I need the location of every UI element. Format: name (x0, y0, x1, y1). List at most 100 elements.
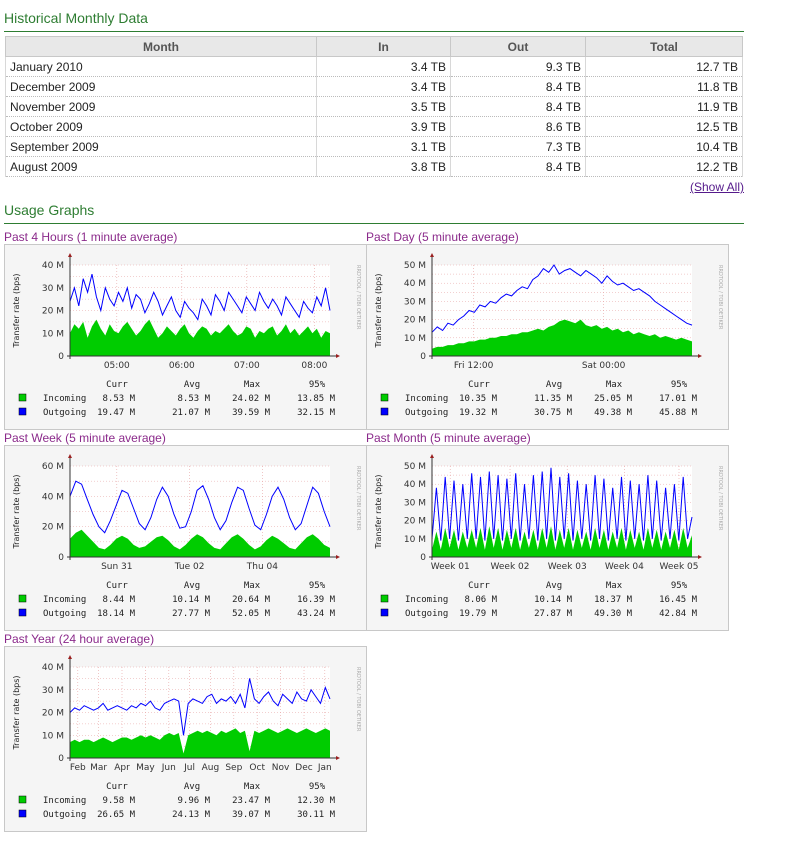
x-tick-label: Dec (295, 763, 312, 773)
y-axis-label: Transfer rate (bps) (374, 273, 383, 348)
x-tick-label: Jul (183, 763, 195, 773)
incoming-area (70, 319, 330, 356)
x-tick-label: 05:00 (104, 361, 130, 371)
x-axis-arrow (336, 354, 340, 358)
incoming-swatch (18, 594, 27, 603)
legend-label: Outgoing (43, 810, 86, 820)
graph-4hours: 0 10 M 20 M 30 M 40 M 05:00 06:00 07:00 08:00 Tra… (4, 244, 367, 430)
month-cell: January 2010 (5, 56, 317, 77)
month-cell: November 2009 (5, 96, 317, 117)
stats-header: Max (244, 380, 261, 390)
table-row: January 2010 3.4 TB 9.3 TB 12.7 TB (5, 56, 743, 77)
y-axis-arrow (68, 454, 72, 458)
y-axis-arrow (68, 655, 72, 659)
stat-value: 27.77 M (172, 609, 211, 619)
column-header-out: Out (450, 36, 586, 57)
y-tick-label: 0 (58, 553, 64, 563)
out-cell: 8.6 TB (450, 116, 586, 137)
x-tick-label: 07:00 (234, 361, 260, 371)
historical-title: Historical Monthly Data (4, 10, 148, 26)
stat-value: 13.85 M (297, 394, 336, 404)
y-axis-label: Transfer rate (bps) (374, 474, 383, 549)
y-tick-label: 0 (420, 352, 426, 362)
graph-title-month: Past Month (5 minute average) (366, 431, 531, 445)
legend-label: Incoming (43, 595, 86, 605)
y-tick-label: 50 M (404, 261, 426, 271)
x-tick-label: Week 04 (605, 562, 644, 572)
stat-value: 20.64 M (232, 595, 271, 605)
table-row: September 2009 3.1 TB 7.3 TB 10.4 TB (5, 136, 743, 157)
stats-header: Curr (106, 581, 128, 591)
y-tick-label: 60 M (42, 462, 64, 472)
y-axis-label: Transfer rate (bps) (12, 675, 21, 750)
stat-value: 21.07 M (172, 408, 211, 418)
stat-value: 24.02 M (232, 394, 271, 404)
x-tick-label: Jan (317, 763, 332, 773)
stat-value: 43.24 M (297, 609, 336, 619)
monthly-data-table: Month In Out Total January 2010 3.4 TB 9.3… (5, 36, 743, 177)
y-axis-arrow (68, 253, 72, 257)
stat-value: 30.75 M (534, 408, 573, 418)
y-tick-label: 40 M (42, 663, 64, 673)
table-row: November 2009 3.5 TB 8.4 TB 11.9 TB (5, 96, 743, 117)
y-tick-label: 10 M (42, 731, 64, 741)
graph-title-4hours: Past 4 Hours (1 minute average) (4, 230, 178, 244)
stat-value: 10.35 M (459, 394, 498, 404)
x-axis-arrow (698, 354, 702, 358)
y-tick-label: 30 M (404, 498, 426, 508)
y-tick-label: 40 M (404, 279, 426, 289)
incoming-area (70, 529, 330, 557)
stats-header: 95% (671, 380, 688, 390)
x-tick-label: Tue 02 (174, 562, 205, 572)
total-cell: 11.9 TB (585, 96, 743, 117)
total-cell: 11.8 TB (585, 76, 743, 97)
stat-value: 11.35 M (534, 394, 573, 404)
x-tick-label: Fri 12:00 (454, 361, 494, 371)
column-header-total: Total (585, 36, 743, 57)
outgoing-swatch (18, 809, 27, 818)
legend-label: Outgoing (405, 609, 448, 619)
incoming-area (432, 319, 692, 356)
graph-title-day: Past Day (5 minute average) (366, 230, 519, 244)
x-axis-arrow (336, 555, 340, 559)
chart-day: 0 10 M 20 M 30 M 40 M 50 M Fri 12:00 Sat 00:00 T… (374, 253, 723, 418)
show-all-link[interactable]: (Show All) (689, 180, 744, 194)
y-tick-label: 20 M (404, 517, 426, 527)
legend-label: Incoming (405, 394, 448, 404)
stat-value: 8.53 M (102, 394, 135, 404)
x-tick-label: Jun (161, 763, 176, 773)
column-header-month: Month (5, 36, 317, 57)
y-axis-label: Transfer rate (bps) (12, 474, 21, 549)
stat-value: 25.05 M (594, 394, 633, 404)
outgoing-line (69, 273, 331, 321)
stat-value: 24.13 M (172, 810, 211, 820)
x-tick-label: Oct (249, 763, 265, 773)
y-axis-arrow (430, 454, 434, 458)
incoming-swatch (380, 594, 389, 603)
legend-label: Incoming (405, 595, 448, 605)
x-axis-arrow (336, 756, 340, 760)
table-row: August 2009 3.8 TB 8.4 TB 12.2 TB (5, 156, 743, 177)
column-header-in: In (316, 36, 451, 57)
x-tick-label: Sep (225, 763, 242, 773)
legend-label: Incoming (43, 796, 86, 806)
stats-header: Max (606, 380, 623, 390)
x-tick-label: Week 02 (491, 562, 530, 572)
stats-header: Max (606, 581, 623, 591)
graph-title-week: Past Week (5 minute average) (4, 431, 166, 445)
x-tick-label: Sat 00:00 (582, 361, 626, 371)
total-cell: 12.7 TB (585, 56, 743, 77)
y-tick-label: 0 (58, 352, 64, 362)
stat-value: 9.96 M (177, 796, 210, 806)
y-tick-label: 20 M (42, 709, 64, 719)
monthly-data-body: January 2010 3.4 TB 9.3 TB 12.7 TB December … (5, 56, 743, 177)
y-tick-label: 10 M (404, 334, 426, 344)
y-tick-label: 10 M (42, 329, 64, 339)
stats-header: Curr (468, 380, 490, 390)
outgoing-line (431, 264, 693, 333)
graph-year: 0 10 M 20 M 30 M 40 M Feb Mar Apr May Jun Jul Aug Se… (4, 646, 367, 832)
graph-title-year: Past Year (24 hour average) (4, 632, 155, 646)
chart-week: 0 20 M 40 M 60 M Sun 31 Tue 02 Thu 04 Transfer … (12, 454, 361, 619)
stats-header: Curr (468, 581, 490, 591)
outgoing-swatch (380, 608, 389, 617)
